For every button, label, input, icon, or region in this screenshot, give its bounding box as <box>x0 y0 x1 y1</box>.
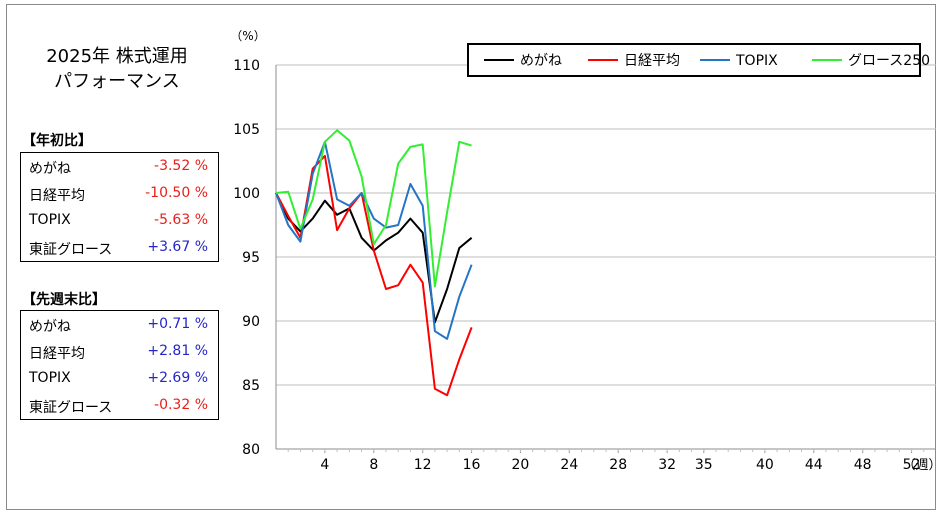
wow-row-nikkei: 日経平均 +2.81 % <box>21 338 218 365</box>
legend-entry: TOPIX <box>735 53 778 69</box>
x-tick-label: 8 <box>369 457 378 473</box>
legend-entry: 日経平均 <box>624 53 680 69</box>
x-tick-label: 52 <box>903 457 921 473</box>
ytd-row-nikkei: 日経平均 -10.50 % <box>21 180 218 207</box>
ytd-value: -5.63 % <box>154 212 208 228</box>
title-line-2: パフォーマンス <box>54 71 180 92</box>
ytd-label: めがね <box>29 161 71 177</box>
legend-box <box>467 43 921 77</box>
x-tick-label: 28 <box>609 457 627 473</box>
ytd-label: TOPIX <box>29 212 71 228</box>
y-tick-label: 90 <box>242 314 260 330</box>
y-tick-label: 80 <box>242 442 260 458</box>
chart-title: 2025年 株式運用 パフォーマンス <box>22 44 212 94</box>
ytd-heading: 【年初比】 <box>22 133 92 149</box>
x-tick-label: 32 <box>658 457 676 473</box>
y-tick-label: 105 <box>233 122 260 138</box>
wow-row-topix: TOPIX +2.69 % <box>21 365 218 392</box>
x-tick-label: 24 <box>560 457 578 473</box>
wow-value: +2.81 % <box>147 343 208 359</box>
wow-value: +0.71 % <box>147 316 208 332</box>
y-tick-label: 85 <box>242 378 260 394</box>
series-line-3 <box>275 129 472 288</box>
wow-value: +2.69 % <box>147 370 208 386</box>
x-tick-label: 48 <box>854 457 872 473</box>
wow-label: 東証グロース <box>29 400 113 416</box>
wow-row-growth: 東証グロース -0.32 % <box>21 392 218 419</box>
x-tick-label: 16 <box>463 457 481 473</box>
series-line-1 <box>275 154 473 397</box>
ytd-value: -10.50 % <box>145 185 208 201</box>
x-tick-label: 35 <box>695 457 713 473</box>
wow-value: -0.32 % <box>154 397 208 413</box>
x-tick-label: 44 <box>805 457 823 473</box>
ytd-label: 東証グロース <box>29 242 113 258</box>
x-tick-label: 20 <box>512 457 530 473</box>
ytd-value: -3.52 % <box>154 158 208 174</box>
wow-row-megane: めがね +0.71 % <box>21 311 218 338</box>
wow-heading: 【先週末比】 <box>22 292 106 308</box>
legend-entry: めがね <box>520 53 562 69</box>
ytd-table: めがね -3.52 % 日経平均 -10.50 % TOPIX -5.63 % … <box>20 152 219 262</box>
wow-table: めがね +0.71 % 日経平均 +2.81 % TOPIX +2.69 % 東… <box>20 310 219 420</box>
x-axis-label: （週） <box>902 458 941 473</box>
y-tick-label: 100 <box>233 186 260 202</box>
x-tick-label: 4 <box>320 457 329 473</box>
wow-label: めがね <box>29 319 71 335</box>
y-tick-label: 110 <box>233 58 260 74</box>
ytd-row-topix: TOPIX -5.63 % <box>21 207 218 234</box>
wow-label: 日経平均 <box>29 346 85 362</box>
y-axis-label: （%） <box>230 29 265 43</box>
y-tick-label: 95 <box>242 250 260 266</box>
ytd-value: +3.67 % <box>147 239 208 255</box>
ytd-row-growth: 東証グロース +3.67 % <box>21 234 218 261</box>
legend-entry: グロース250 <box>848 53 930 69</box>
x-tick-label: 12 <box>414 457 432 473</box>
x-tick-label: 40 <box>756 457 774 473</box>
ytd-row-megane: めがね -3.52 % <box>21 153 218 180</box>
title-line-1: 2025年 株式運用 <box>46 46 188 67</box>
ytd-label: 日経平均 <box>29 188 85 204</box>
wow-label: TOPIX <box>29 370 71 386</box>
series-line-2 <box>275 140 473 340</box>
